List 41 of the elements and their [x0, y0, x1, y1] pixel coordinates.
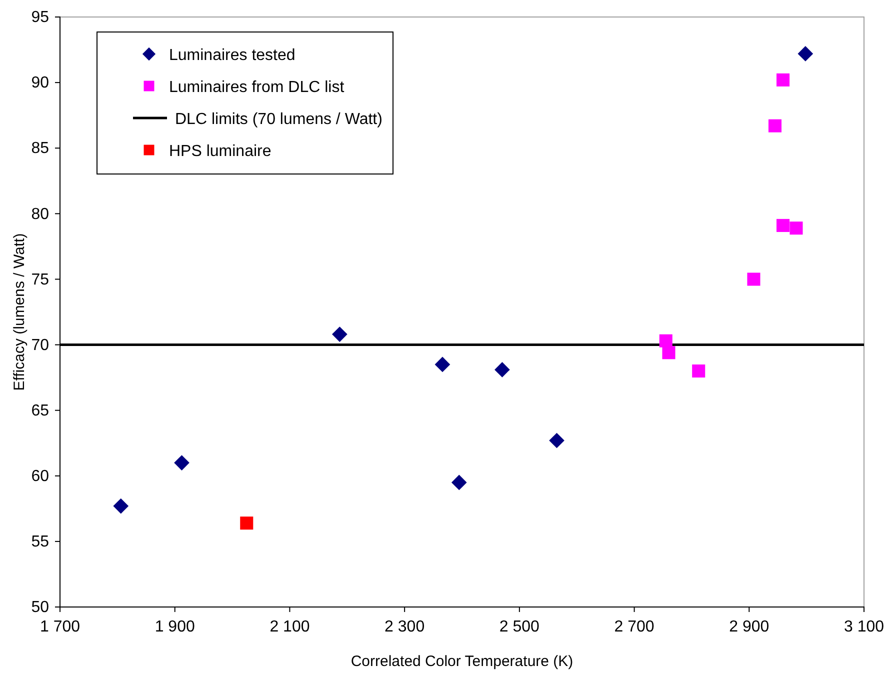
legend-label: HPS luminaire	[169, 143, 272, 160]
y-tick-label: 90	[31, 74, 50, 92]
point	[434, 356, 450, 372]
point	[659, 334, 672, 348]
point	[494, 362, 510, 378]
point	[776, 73, 790, 86]
x-axis-title: Correlated Color Temperature (K)	[350, 653, 574, 670]
point	[768, 119, 782, 132]
point	[451, 474, 467, 490]
y-tick-label: 60	[31, 468, 50, 486]
x-tick-label: 2 700	[614, 618, 654, 636]
point	[549, 432, 564, 448]
point	[798, 46, 814, 62]
legend-label: DLC limits (70 lumens / Watt)	[175, 111, 382, 128]
legend-label: Luminaires from DLC list	[169, 79, 345, 96]
x-tick-label: 3 100	[844, 618, 884, 636]
x-tick-label: 1 900	[154, 618, 195, 636]
y-tick-label: 85	[31, 140, 50, 158]
legend-label: Luminaires tested	[169, 47, 296, 64]
y-tick-label: 80	[31, 206, 50, 223]
y-axis-title: Efficacy (lumens / Watt)	[11, 233, 28, 391]
y-tick-label: 65	[31, 402, 50, 420]
y-tick-label: 95	[31, 9, 50, 26]
x-tick-label: 2 900	[729, 618, 770, 636]
x-tick-label: 2 500	[499, 618, 540, 636]
y-tick-label: 50	[31, 599, 50, 616]
point	[662, 346, 676, 360]
point	[790, 222, 803, 235]
x-tick-label: 2 100	[270, 618, 310, 636]
x-tick-label: 1 700	[40, 618, 80, 636]
point	[776, 218, 790, 232]
y-tick-label: 55	[31, 534, 50, 551]
point	[240, 516, 254, 530]
point	[174, 455, 190, 470]
point	[747, 272, 760, 286]
y-tick-label: 75	[31, 271, 50, 288]
x-tick-label: 2 300	[384, 618, 425, 636]
point	[692, 364, 706, 378]
y-tick-label: 70	[31, 336, 50, 354]
point	[332, 326, 348, 342]
point	[113, 498, 129, 514]
